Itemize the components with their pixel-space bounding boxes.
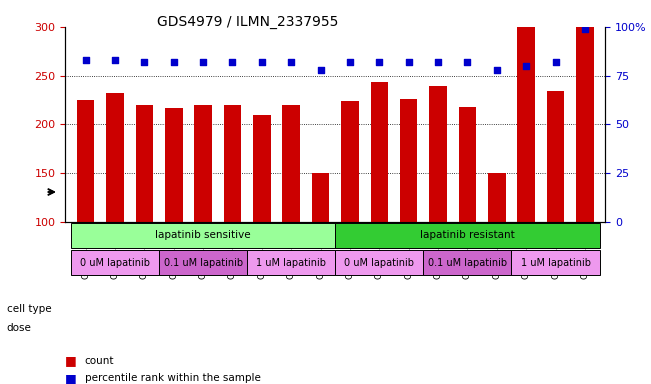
Bar (253, 114, 271, 319)
Text: percentile rank within the sample: percentile rank within the sample (85, 373, 260, 383)
Point (81, 57, 91, 63)
Point (315, 67, 326, 73)
Point (227, 59, 238, 65)
Point (198, 59, 208, 65)
Bar (194, 105, 212, 319)
Bar (165, 108, 182, 319)
Bar (106, 93, 124, 319)
Point (286, 59, 296, 65)
Point (433, 59, 443, 65)
Point (256, 59, 267, 65)
Text: lapatinib sensitive: lapatinib sensitive (156, 230, 251, 240)
FancyBboxPatch shape (247, 250, 335, 275)
Bar (518, 27, 535, 319)
Text: 0.1 uM lapatinib: 0.1 uM lapatinib (163, 258, 243, 268)
Text: ■: ■ (65, 354, 77, 367)
Text: ■: ■ (65, 372, 77, 384)
Text: 0 uM lapatinib: 0 uM lapatinib (344, 258, 414, 268)
Text: count: count (85, 356, 114, 366)
Bar (547, 91, 564, 319)
Point (492, 67, 502, 73)
Bar (458, 107, 477, 319)
FancyBboxPatch shape (71, 250, 159, 275)
Point (404, 59, 414, 65)
Bar (224, 105, 242, 319)
Point (462, 59, 473, 65)
Bar (488, 173, 506, 319)
Bar (135, 105, 153, 319)
Text: lapatinib resistant: lapatinib resistant (420, 230, 515, 240)
FancyBboxPatch shape (335, 250, 423, 275)
Point (521, 63, 531, 69)
Text: 0.1 uM lapatinib: 0.1 uM lapatinib (428, 258, 507, 268)
Point (110, 57, 120, 63)
Bar (576, 27, 594, 319)
FancyBboxPatch shape (512, 250, 600, 275)
Text: dose: dose (7, 323, 31, 333)
Text: 1 uM lapatinib: 1 uM lapatinib (256, 258, 326, 268)
Bar (77, 100, 94, 319)
Point (374, 59, 385, 65)
Point (550, 59, 561, 65)
FancyBboxPatch shape (71, 223, 335, 248)
Point (169, 59, 179, 65)
FancyBboxPatch shape (335, 223, 600, 248)
Point (579, 26, 590, 32)
Text: cell type: cell type (7, 304, 51, 314)
Bar (283, 105, 300, 319)
FancyBboxPatch shape (159, 250, 247, 275)
Text: 0 uM lapatinib: 0 uM lapatinib (80, 258, 150, 268)
Text: 1 uM lapatinib: 1 uM lapatinib (521, 258, 590, 268)
Bar (400, 99, 417, 319)
Point (139, 59, 150, 65)
Bar (312, 173, 329, 319)
Bar (341, 101, 359, 319)
FancyBboxPatch shape (423, 250, 512, 275)
Bar (429, 86, 447, 319)
Point (345, 59, 355, 65)
Bar (370, 83, 388, 319)
Text: GDS4979 / ILMN_2337955: GDS4979 / ILMN_2337955 (157, 15, 338, 29)
